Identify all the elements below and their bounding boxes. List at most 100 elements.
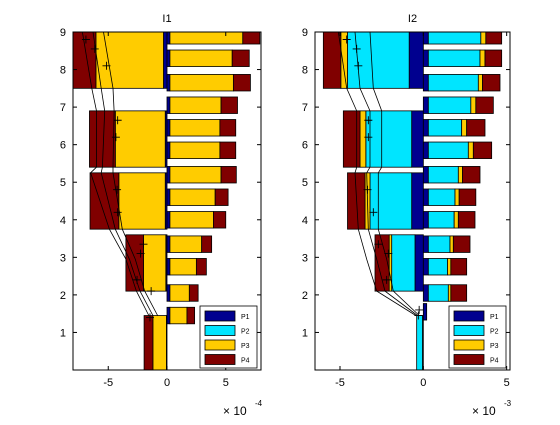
trend-marker-5 bbox=[113, 185, 122, 194]
left-bar-p2-1 bbox=[416, 315, 423, 370]
right-bar-p3-6 bbox=[454, 188, 460, 206]
y-tick-label: 6 bbox=[302, 140, 308, 152]
trend-marker-4 bbox=[113, 208, 122, 217]
y-tick-label: 1 bbox=[302, 327, 308, 339]
right-bar-p4-11 bbox=[232, 74, 251, 92]
trend-marker-4 bbox=[369, 208, 378, 217]
right-bar-p4-1 bbox=[186, 306, 196, 325]
right-bar-p1-7 bbox=[422, 166, 429, 184]
trend-marker-11 bbox=[145, 313, 154, 322]
right-bar-p3-8 bbox=[169, 141, 221, 159]
right-bar-p3-10 bbox=[169, 96, 222, 114]
right-bar-p1-4 bbox=[422, 235, 429, 253]
y-tick-label: 9 bbox=[60, 27, 66, 39]
legend: P1 P2 P3 P4 bbox=[199, 305, 258, 369]
left-bar-p1-5 bbox=[163, 32, 168, 89]
legend-label-p1: P1 bbox=[490, 314, 499, 321]
right-bar-p4-7 bbox=[462, 166, 481, 184]
right-bar-p4-6 bbox=[458, 188, 477, 206]
left-bar-p4-2 bbox=[374, 234, 390, 292]
y-tick-label: 8 bbox=[60, 65, 66, 77]
trend-marker-10 bbox=[342, 35, 351, 44]
right-bar-p1-11 bbox=[166, 74, 171, 92]
left-bar-p3-1 bbox=[152, 315, 167, 370]
right-bar-p4-6 bbox=[214, 188, 229, 206]
right-bar-p2-8 bbox=[427, 141, 469, 159]
right-bar-p4-4 bbox=[201, 235, 213, 253]
legend-label-p4: P4 bbox=[490, 358, 499, 365]
left-bar-p3-2 bbox=[143, 234, 167, 292]
right-bar-p3-4 bbox=[169, 235, 203, 253]
right-bar-p4-5 bbox=[457, 211, 476, 229]
right-bar-p1-8 bbox=[166, 141, 171, 159]
right-bar-p4-8 bbox=[219, 141, 237, 159]
x-tick-label: -5 bbox=[103, 377, 113, 389]
trend-line-1 bbox=[82, 32, 150, 316]
plot-area bbox=[73, 32, 261, 370]
right-bar-p3-9 bbox=[169, 119, 221, 137]
left-bar-p3-5 bbox=[95, 32, 164, 89]
trend-marker-12 bbox=[147, 287, 156, 296]
right-bar-p4-12 bbox=[231, 49, 250, 67]
legend-swatch-p2 bbox=[453, 325, 485, 336]
left-bar-p2-5 bbox=[347, 32, 410, 89]
legend-label-p2: P2 bbox=[241, 329, 250, 336]
right-bar-p3-2 bbox=[169, 284, 190, 302]
y-tick-label: 9 bbox=[302, 27, 308, 39]
trend-line-3 bbox=[369, 32, 420, 316]
left-bar-p1-5 bbox=[408, 32, 424, 89]
right-bar-p4-5 bbox=[213, 211, 227, 229]
right-bar-p4-12 bbox=[484, 49, 503, 67]
left-bar-p4-5 bbox=[73, 32, 97, 89]
right-bar-p1-8 bbox=[422, 141, 429, 159]
right-bar-p3-8 bbox=[467, 141, 474, 159]
right-bar-p2-9 bbox=[427, 119, 463, 137]
right-bar-p2-11 bbox=[427, 74, 479, 92]
left-bar-p3-4 bbox=[114, 110, 166, 168]
right-bar-p3-11 bbox=[169, 74, 234, 92]
right-bar-p1-2 bbox=[422, 284, 429, 302]
right-bar-p4-10 bbox=[475, 96, 494, 114]
trend-marker-10 bbox=[81, 35, 90, 44]
left-bar-p4-5 bbox=[322, 32, 342, 89]
right-bar-p1-12 bbox=[166, 49, 171, 67]
x-tick-label: 0 bbox=[420, 377, 426, 389]
left-bar-p1-2 bbox=[414, 234, 424, 292]
trend-marker-1 bbox=[133, 275, 142, 284]
right-bar-p2-7 bbox=[427, 166, 459, 184]
right-bar-p1-7 bbox=[166, 166, 171, 184]
right-bar-p3-12 bbox=[479, 49, 486, 67]
right-bar-p4-4 bbox=[452, 235, 471, 253]
legend-swatch-p1 bbox=[204, 310, 236, 322]
right-bar-p3-10 bbox=[470, 96, 477, 114]
trend-marker-2 bbox=[384, 249, 393, 258]
right-bar-p1-1 bbox=[166, 306, 171, 325]
legend-label-p2: P2 bbox=[490, 329, 499, 336]
legend-swatch-p3 bbox=[453, 339, 485, 351]
trend-line-1 bbox=[337, 32, 417, 316]
right-bar-p1-10 bbox=[422, 96, 429, 114]
left-bar-p3-4 bbox=[359, 110, 367, 168]
y-tick-label: 3 bbox=[60, 252, 66, 264]
y-tick-label: 1 bbox=[60, 327, 66, 339]
right-bar-p1-9 bbox=[422, 119, 429, 137]
right-bar-p2-6 bbox=[427, 188, 456, 206]
right-bar-p1-5 bbox=[166, 211, 171, 229]
legend: P1 P2 P3 P4 bbox=[448, 305, 507, 369]
axis-multiplier-exponent: -4 bbox=[255, 399, 263, 408]
legend-label-p3: P3 bbox=[241, 343, 250, 350]
left-bar-p4-4 bbox=[89, 110, 116, 168]
right-bar-p2-13 bbox=[427, 32, 482, 45]
left-bar-p3-3 bbox=[118, 172, 166, 230]
trend-line-3 bbox=[103, 32, 158, 316]
x-tick-label: 0 bbox=[164, 377, 170, 389]
left-bar-p2-3 bbox=[369, 172, 413, 230]
trend-marker-3 bbox=[139, 240, 148, 249]
y-tick-label: 5 bbox=[302, 177, 308, 189]
trend-marker-6 bbox=[364, 133, 373, 142]
y-tick-label: 8 bbox=[302, 65, 308, 77]
y-tick-label: 4 bbox=[302, 215, 308, 227]
right-bar-p4-11 bbox=[482, 74, 501, 92]
right-bar-p1-3 bbox=[166, 258, 171, 276]
